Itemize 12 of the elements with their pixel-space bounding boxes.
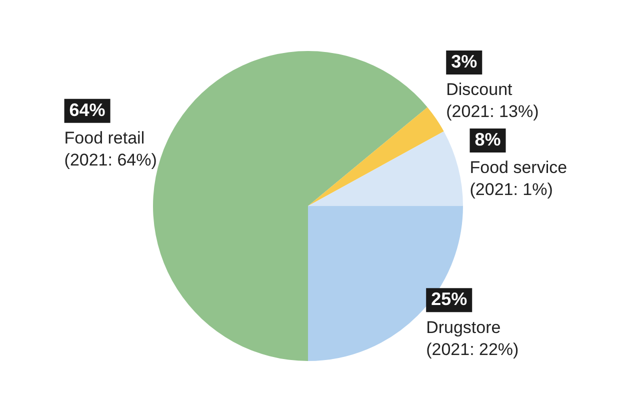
data-label: 25%	[431, 289, 468, 310]
data-label: 3%	[451, 51, 478, 72]
data-label: 64%	[69, 100, 106, 120]
text: (2021: 13%)	[446, 102, 539, 122]
text: (2021: 64%)	[64, 150, 157, 170]
slice-label: Drugstore	[426, 318, 501, 337]
slice-label: Food retail	[64, 128, 145, 148]
data-label: 8%	[474, 129, 501, 150]
text: (2021: 22%)	[426, 340, 519, 359]
slice-label: Food service	[470, 158, 568, 178]
slice-label: Discount	[446, 80, 513, 100]
text: (2021: 1%)	[470, 180, 553, 200]
